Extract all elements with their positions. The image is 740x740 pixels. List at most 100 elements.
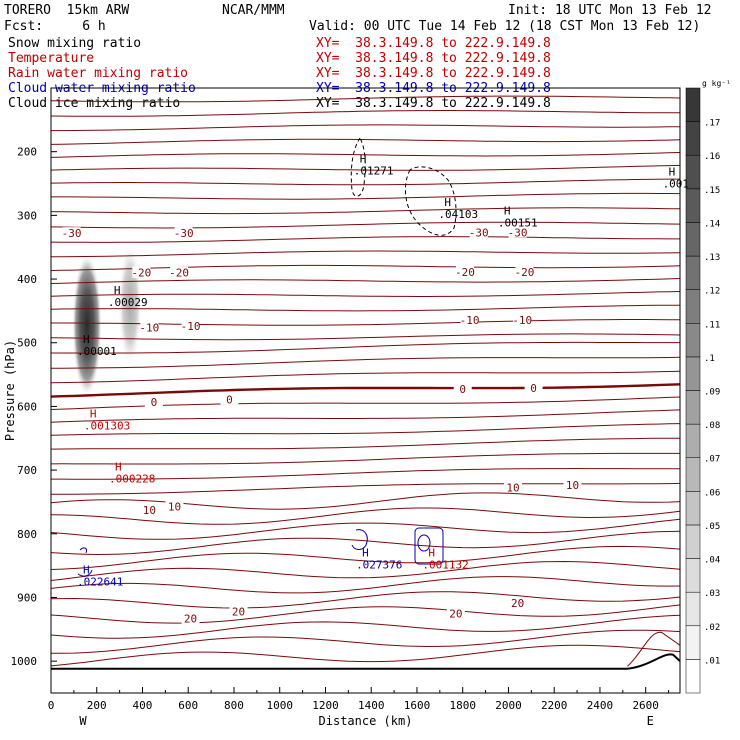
isotherm-line (51, 604, 680, 624)
maximum-value: .027376 (356, 558, 402, 571)
isotherm-label-bg (174, 227, 193, 239)
init-time: Init: 18 UTC Mon 13 Feb 12 (508, 3, 712, 18)
legend-snow-label: Snow mixing ratio (8, 36, 142, 51)
colorbar-swatch (685, 121, 701, 156)
isotherm-line (51, 264, 680, 271)
isotherm-line (51, 383, 680, 398)
isotherm-label-bg (181, 612, 200, 624)
legend-temperature-xy: XY= 38.3.149.8 to 222.9.149.8 (316, 51, 551, 66)
maximum-mark: H (428, 546, 435, 559)
maximum-value: .00001 (77, 345, 117, 358)
isotherm-label: 0 (459, 383, 466, 396)
colorbar-tick-label: .11 (704, 320, 720, 330)
isotherm-label: -30 (62, 227, 82, 240)
colorbar-swatch (685, 188, 701, 223)
isotherm-line (51, 591, 680, 609)
isotherm-line (51, 507, 680, 525)
colorbar-tick-label: .04 (704, 556, 720, 566)
colorbar-swatch (685, 457, 701, 492)
maximum-mark: H (504, 204, 511, 217)
isotherm-label: -30 (174, 227, 194, 240)
isotherm-label: -20 (515, 266, 535, 279)
x-tick-label: 2600 (632, 699, 659, 712)
y-axis-label: Pressure (hPa) (3, 340, 17, 441)
isotherm-line (51, 409, 680, 423)
isotherm-label-bg (165, 500, 184, 512)
isotherm-label-bg (469, 226, 488, 238)
isotherm-label: -10 (181, 320, 201, 333)
x-tick-label: 2400 (587, 699, 614, 712)
isotherm-line (51, 644, 680, 667)
isotherm-line (51, 250, 680, 258)
y-tick-label: 600 (17, 400, 37, 413)
isotherm-label: 0 (226, 393, 233, 406)
maximum-mark: H (90, 407, 97, 420)
isotherm-label: -20 (131, 267, 151, 280)
maximum-value: .00029 (108, 296, 148, 309)
isotherm-line (51, 304, 680, 312)
colorbar-tick-label: .09 (704, 388, 720, 398)
colorbar-tick-label: .06 (704, 488, 720, 498)
isotherm-label-bg (220, 393, 239, 405)
isotherm-label-bg (513, 313, 532, 325)
colorbar-swatch (685, 390, 701, 425)
isotherm-label: 20 (511, 597, 524, 610)
x-tick-label: 2200 (541, 699, 568, 712)
isotherm-label-bg (504, 481, 523, 493)
cloud-water-contour-2 (414, 527, 444, 565)
cloud-ice-contour-2 (404, 166, 457, 236)
east-label: E (647, 714, 654, 728)
colorbar-swatch (685, 558, 701, 593)
y-tick-label: 1000 (11, 655, 38, 668)
x-tick-label: 400 (133, 699, 153, 712)
colorbar-tick-label: .15 (704, 186, 720, 196)
isotherm-line (51, 110, 680, 117)
isotherm-label: -30 (508, 227, 528, 240)
colorbar-swatch (685, 323, 701, 358)
colorbar-swatch (685, 591, 701, 627)
x-tick-label: 1000 (266, 699, 293, 712)
y-tick-label: 300 (17, 209, 37, 222)
colorbar-swatch (685, 625, 701, 660)
x-tick-label: 1200 (312, 699, 339, 712)
isotherm-line (51, 530, 680, 556)
legend-snow-xy: XY= 38.3.149.8 to 222.9.149.8 (316, 36, 551, 51)
maximum-value: .00151 (498, 216, 538, 229)
x-tick-label: 800 (224, 699, 244, 712)
isotherm-line (51, 333, 680, 341)
maximum-mark: H (83, 333, 90, 346)
isotherm-line (51, 423, 680, 436)
isotherm-label: 10 (168, 500, 181, 513)
isotherm-line (51, 370, 680, 384)
isotherm-label-bg (140, 321, 159, 333)
colorbar-swatch (685, 524, 701, 559)
isotherm-label-bg (455, 266, 474, 278)
isotherm-line (51, 236, 680, 243)
isotherm-line (51, 95, 680, 103)
colorbar-tick-label: .03 (704, 589, 720, 599)
isotherm-line (51, 278, 680, 284)
isotherm-label-bg (144, 395, 163, 407)
isotherm-line (51, 452, 680, 465)
y-tick-label: 200 (17, 146, 37, 159)
colorbar-tick-label: .14 (704, 219, 720, 229)
colorbar-tick-label: .07 (704, 455, 720, 465)
maximum-value: .01271 (354, 165, 394, 178)
isotherm-line (51, 467, 680, 480)
isotherm-label: 20 (184, 612, 197, 625)
isotherm-label: -20 (169, 267, 189, 280)
colorbar-swatch (685, 222, 701, 257)
maximum-mark: H (444, 196, 451, 209)
colorbar-tick-label: .16 (704, 152, 720, 162)
isotherm-line (51, 356, 680, 369)
isotherm-label: -10 (460, 314, 480, 327)
x-tick-label: 600 (178, 699, 198, 712)
isotherm-line (51, 518, 680, 540)
colorbar-unit: g kg⁻¹ (702, 79, 731, 88)
x-tick-label: 0 (48, 699, 55, 712)
colorbar-tick-label: .17 (704, 119, 720, 129)
isotherm-line (51, 124, 680, 132)
colorbar-swatch (685, 356, 701, 391)
snow-max-core (72, 253, 102, 397)
isotherm-label-bg (460, 313, 479, 325)
